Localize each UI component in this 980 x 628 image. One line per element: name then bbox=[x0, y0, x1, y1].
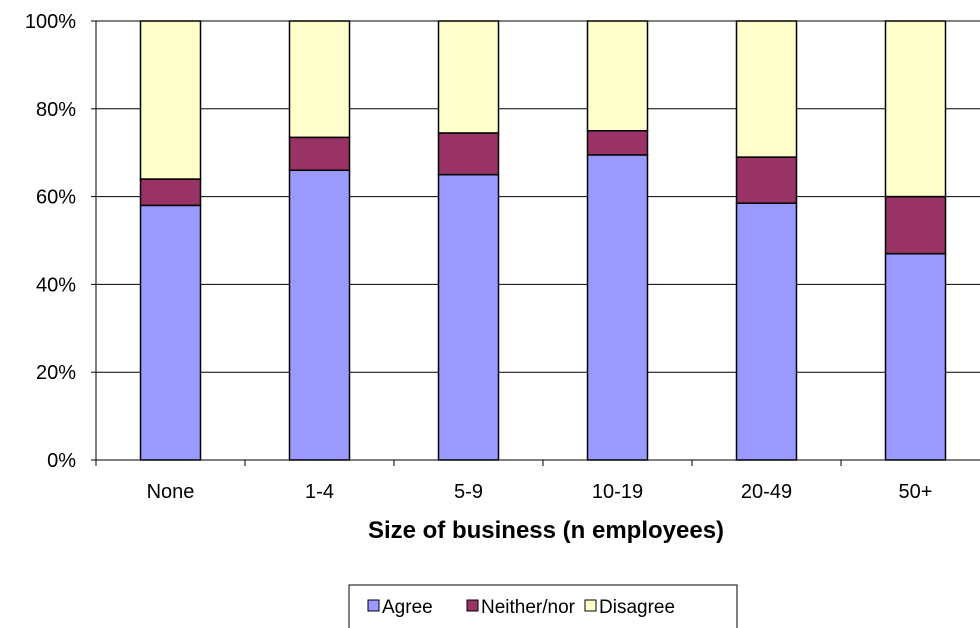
bar-segment-agree bbox=[290, 170, 350, 460]
y-tick-labels: 0% 20% 40% 60% 80% 100% bbox=[25, 11, 76, 472]
bar-segment-disagree bbox=[439, 21, 499, 133]
legend-label: Disagree bbox=[599, 597, 675, 618]
bar-segment-agree bbox=[588, 155, 648, 460]
legend-label: Agree bbox=[382, 597, 433, 618]
y-tick-label: 80% bbox=[36, 99, 76, 121]
bar-segment-neither-nor bbox=[886, 197, 946, 254]
bar-segment-agree bbox=[439, 175, 499, 460]
legend-swatch bbox=[467, 600, 478, 611]
bar-segment-neither-nor bbox=[737, 157, 797, 203]
y-tick-label: 40% bbox=[36, 274, 76, 296]
bar-segment-disagree bbox=[588, 21, 648, 131]
y-tick-label: 60% bbox=[36, 187, 76, 209]
bar-segment-agree bbox=[141, 205, 201, 460]
gridlines bbox=[96, 21, 980, 372]
x-tick-label: 1-4 bbox=[305, 481, 334, 503]
x-tick-label: None bbox=[147, 481, 195, 503]
bars bbox=[141, 21, 946, 460]
bar-segment-disagree bbox=[290, 21, 350, 137]
legend-label: Neither/nor bbox=[481, 597, 576, 618]
bar-segment-disagree bbox=[886, 21, 946, 197]
bar-segment-disagree bbox=[737, 21, 797, 157]
x-tick-label: 50+ bbox=[899, 481, 933, 503]
bar-segment-neither-nor bbox=[439, 133, 499, 175]
bar-segment-disagree bbox=[141, 21, 201, 179]
legend: Agree Neither/nor Disagree bbox=[349, 585, 737, 628]
x-tick-label: 10-19 bbox=[592, 481, 643, 503]
axes bbox=[91, 21, 980, 466]
bar-segment-neither-nor bbox=[290, 137, 350, 170]
x-tick-labels: None 1-4 5-9 10-19 20-49 50+ bbox=[147, 481, 933, 503]
y-tick-label: 0% bbox=[47, 450, 76, 472]
bar-segment-agree bbox=[886, 254, 946, 460]
x-tick-label: 5-9 bbox=[454, 481, 483, 503]
legend-swatch bbox=[368, 600, 379, 611]
x-axis-title: Size of business (n employees) bbox=[368, 517, 724, 544]
bar-segment-neither-nor bbox=[588, 131, 648, 155]
bar-segment-agree bbox=[737, 203, 797, 460]
y-tick-label: 100% bbox=[25, 11, 76, 33]
legend-swatch bbox=[585, 600, 596, 611]
bar-segment-neither-nor bbox=[141, 179, 201, 205]
x-tick-label: 20-49 bbox=[741, 481, 792, 503]
y-tick-label: 20% bbox=[36, 362, 76, 384]
